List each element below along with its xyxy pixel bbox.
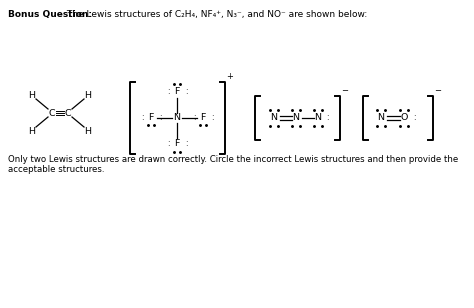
Text: H: H: [28, 91, 36, 99]
Text: F: F: [201, 114, 206, 123]
Text: :: :: [413, 114, 415, 123]
Text: :: :: [185, 87, 187, 96]
Text: :: :: [167, 87, 169, 96]
Text: N: N: [292, 114, 300, 123]
Text: :: :: [210, 114, 213, 123]
Text: :: :: [326, 114, 328, 123]
Text: C: C: [49, 108, 55, 117]
Text: :: :: [167, 140, 169, 148]
Text: :: :: [193, 114, 195, 123]
Text: :: :: [185, 140, 187, 148]
Text: −: −: [341, 86, 348, 95]
Text: N: N: [315, 114, 321, 123]
Text: :: :: [141, 114, 143, 123]
Text: F: F: [174, 140, 180, 148]
Text: The Lewis structures of C₂H₄, NF₄⁺, N₃⁻, and NO⁻ are shown below:: The Lewis structures of C₂H₄, NF₄⁺, N₃⁻,…: [64, 10, 367, 19]
Text: C: C: [64, 108, 71, 117]
Text: acceptable structures.: acceptable structures.: [8, 165, 104, 174]
Text: +: +: [226, 72, 233, 81]
Text: H: H: [84, 91, 91, 99]
Text: F: F: [174, 87, 180, 96]
Text: N: N: [377, 114, 384, 123]
Text: H: H: [84, 127, 91, 136]
Text: −: −: [434, 86, 441, 95]
Text: Bonus Question:: Bonus Question:: [8, 10, 92, 19]
Text: O: O: [401, 114, 408, 123]
Text: Only two Lewis structures are drawn correctly. Circle the incorrect Lewis struct: Only two Lewis structures are drawn corr…: [8, 155, 458, 164]
Text: :: :: [159, 114, 161, 123]
Text: N: N: [173, 114, 181, 123]
Text: H: H: [28, 127, 36, 136]
Text: F: F: [148, 114, 154, 123]
Text: N: N: [271, 114, 277, 123]
